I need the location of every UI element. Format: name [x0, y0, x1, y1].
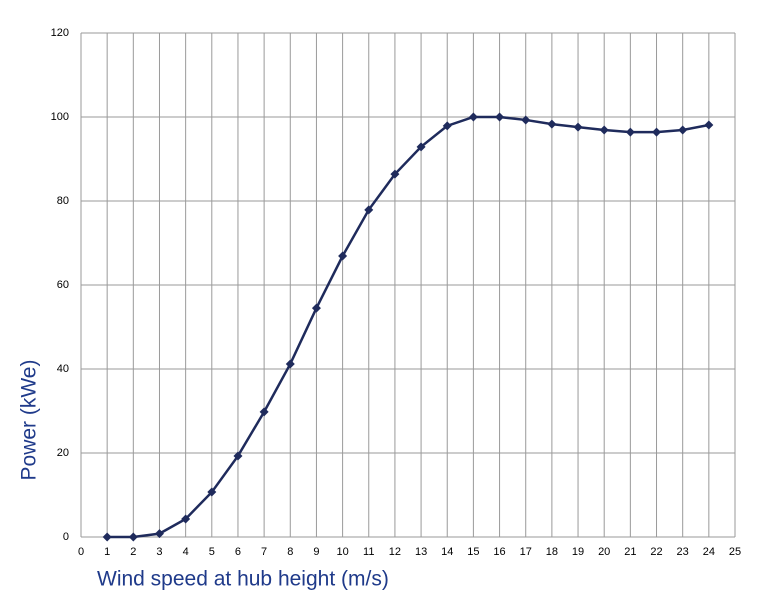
x-tick-label: 25	[729, 546, 741, 558]
y-tick-label: 0	[63, 531, 69, 543]
marker	[364, 205, 374, 215]
marker	[652, 127, 662, 137]
marker	[311, 303, 321, 313]
y-tick-label: 120	[51, 27, 69, 39]
x-tick-label: 13	[415, 546, 427, 558]
x-tick-label: 3	[156, 546, 162, 558]
x-tick-label: 10	[336, 546, 348, 558]
x-tick-label: 11	[363, 546, 374, 558]
marker	[468, 112, 478, 122]
marker	[338, 251, 348, 261]
x-tick-label: 1	[104, 546, 110, 558]
y-axis-title: Power (kWe)	[18, 360, 41, 481]
marker	[390, 169, 400, 179]
x-tick-label: 7	[261, 546, 267, 558]
y-tick-label: 20	[57, 447, 69, 459]
x-tick-label: 23	[677, 546, 689, 558]
marker	[233, 451, 243, 461]
line	[107, 115, 710, 539]
x-tick-label: 17	[520, 546, 532, 558]
marker	[102, 532, 112, 542]
x-tick-label: 0	[78, 546, 84, 558]
x-tick-label: 14	[441, 546, 453, 558]
x-tick-label: 8	[287, 546, 293, 558]
x-tick-label: 21	[624, 546, 636, 558]
marker	[625, 127, 635, 137]
marker	[573, 122, 583, 132]
marker	[181, 514, 191, 524]
marker	[285, 359, 295, 369]
x-tick-label: 9	[313, 546, 319, 558]
x-tick-label: 18	[546, 546, 558, 558]
marker	[128, 532, 138, 542]
y-tick-label: 60	[57, 279, 69, 291]
marker	[678, 125, 688, 135]
x-tick-label: 6	[235, 546, 241, 558]
x-tick-label: 19	[572, 546, 584, 558]
y-tick-label: 80	[57, 195, 69, 207]
marker	[154, 529, 164, 539]
marker	[704, 120, 714, 130]
marker	[207, 487, 217, 497]
y-tick-label: 40	[57, 363, 69, 375]
x-tick-label: 4	[183, 546, 189, 558]
x-tick-label: 15	[467, 546, 479, 558]
x-tick-label: 16	[493, 546, 505, 558]
y-tick-label: 100	[51, 111, 69, 123]
marker	[521, 115, 531, 125]
x-tick-label: 20	[598, 546, 610, 558]
marker	[259, 407, 269, 417]
marker	[547, 119, 557, 129]
x-axis-title: Wind speed at hub height (m/s)	[97, 568, 389, 591]
marker	[495, 112, 505, 122]
x-tick-label: 24	[703, 546, 715, 558]
x-tick-label: 22	[650, 546, 662, 558]
x-tick-label: 5	[209, 546, 215, 558]
x-tick-label: 2	[130, 546, 136, 558]
x-tick-label: 12	[389, 546, 401, 558]
marker	[442, 121, 452, 131]
marker	[599, 125, 609, 135]
marker	[416, 142, 426, 152]
